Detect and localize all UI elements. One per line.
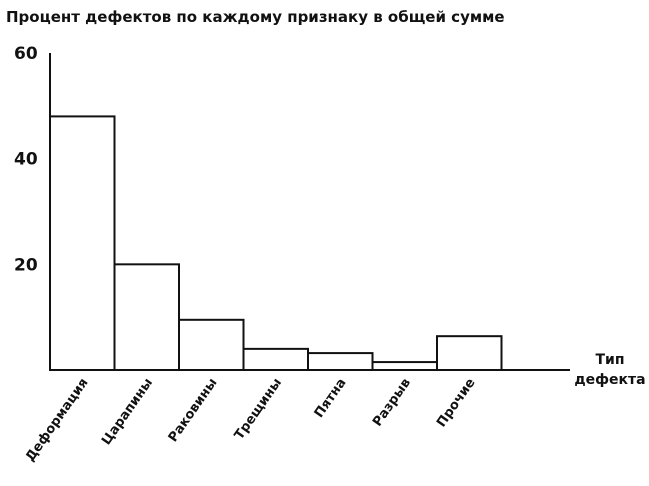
category-labels: Деформация Царапины Раковины Трещины Пятна Ра… (23, 376, 479, 465)
bar-2 (113, 263, 180, 372)
y-tick-labels: 20 40 60 (14, 44, 38, 275)
y-tick-label-1: 20 (14, 255, 38, 275)
chart-title: Процент дефектов по каждому признаку в о… (6, 8, 505, 26)
category-label-1: Деформация (23, 376, 92, 465)
y-tick-label-3: 60 (14, 44, 38, 64)
bar-4 (242, 347, 309, 372)
bars-group (49, 115, 503, 372)
category-label-7: Прочие (434, 376, 478, 431)
category-label-4: Трещины (232, 376, 285, 443)
y-tick-label-2: 40 (14, 150, 38, 170)
bar-3 (178, 318, 245, 371)
category-label-2: Царапины (99, 376, 156, 448)
x-axis-label-line1: Тип (595, 352, 624, 368)
category-label-5: Пятна (312, 376, 350, 421)
x-axis-label-line2: дефекта (574, 372, 645, 388)
category-label-6: Разрыв (370, 376, 414, 430)
bar-1 (49, 115, 116, 372)
bar-5 (307, 352, 374, 371)
category-label-3: Раковины (166, 376, 221, 445)
bar-7 (436, 335, 503, 372)
bar-6 (371, 361, 438, 372)
